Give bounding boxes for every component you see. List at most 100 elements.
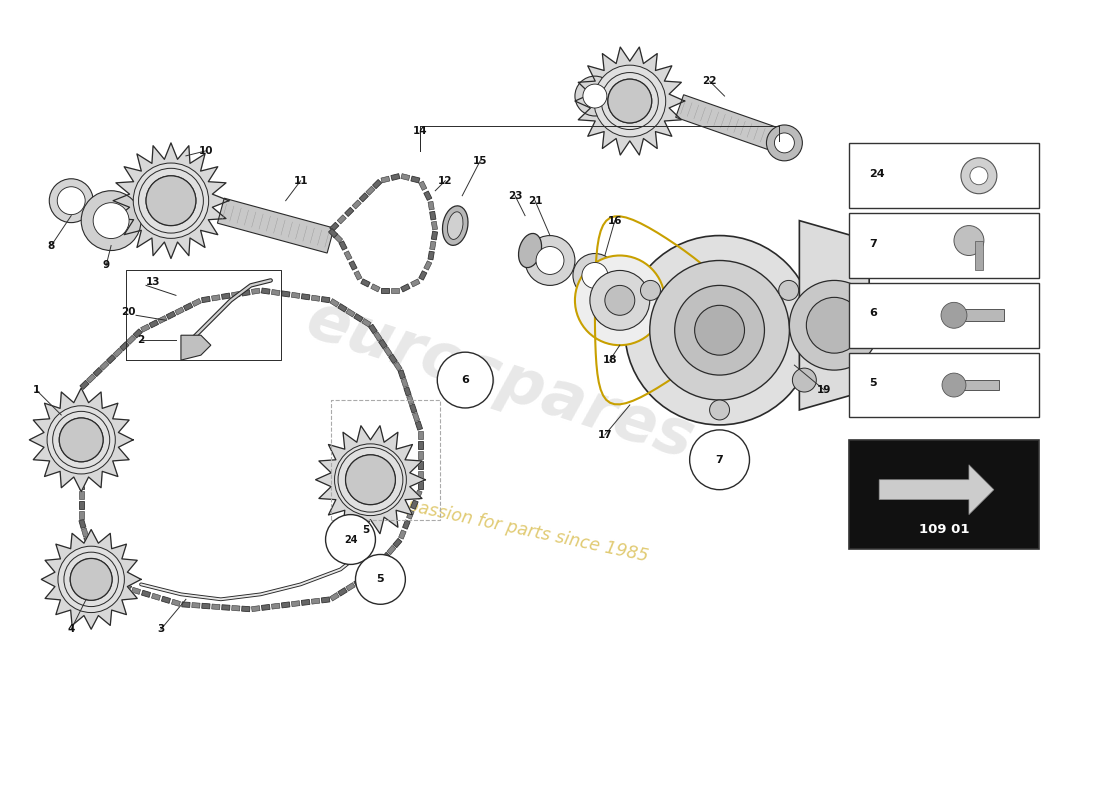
Polygon shape (79, 433, 84, 441)
Polygon shape (87, 546, 94, 554)
Polygon shape (400, 174, 410, 181)
Polygon shape (407, 510, 415, 519)
Polygon shape (407, 395, 414, 405)
Polygon shape (381, 176, 389, 183)
Polygon shape (311, 295, 320, 302)
Circle shape (640, 281, 660, 300)
Polygon shape (349, 261, 358, 270)
Polygon shape (387, 546, 396, 554)
Polygon shape (252, 288, 260, 294)
Text: 19: 19 (817, 385, 832, 395)
Polygon shape (381, 552, 389, 562)
Bar (849, 213, 1038, 278)
Text: 21: 21 (528, 196, 542, 206)
Circle shape (94, 202, 129, 238)
Text: 15: 15 (473, 156, 487, 166)
Circle shape (47, 406, 116, 474)
Text: 2: 2 (138, 335, 145, 346)
Polygon shape (142, 590, 151, 598)
Text: 4: 4 (67, 624, 75, 634)
Circle shape (674, 286, 764, 375)
Text: 11: 11 (294, 176, 308, 186)
Polygon shape (366, 186, 375, 195)
Circle shape (710, 400, 729, 420)
Polygon shape (191, 602, 200, 608)
Text: 22: 22 (702, 76, 717, 86)
Polygon shape (430, 241, 436, 250)
Polygon shape (419, 181, 427, 190)
Text: 7: 7 (869, 238, 877, 249)
Circle shape (536, 246, 564, 274)
Circle shape (81, 190, 141, 250)
Circle shape (582, 262, 608, 288)
Text: 24: 24 (869, 169, 884, 178)
Polygon shape (402, 378, 408, 387)
Circle shape (59, 418, 103, 462)
Bar (975, 241, 983, 270)
Polygon shape (79, 451, 84, 459)
Polygon shape (221, 293, 230, 299)
Text: 9: 9 (102, 261, 110, 270)
Circle shape (767, 125, 802, 161)
Polygon shape (79, 501, 84, 509)
Circle shape (650, 261, 790, 400)
Polygon shape (272, 603, 280, 609)
Polygon shape (329, 229, 338, 238)
Text: 109 01: 109 01 (918, 523, 969, 536)
Circle shape (806, 298, 862, 353)
Text: 1: 1 (33, 385, 40, 395)
Polygon shape (150, 320, 158, 328)
Polygon shape (107, 354, 116, 364)
Polygon shape (382, 288, 389, 293)
Polygon shape (361, 279, 371, 287)
Circle shape (942, 373, 966, 397)
Circle shape (608, 79, 651, 123)
Polygon shape (180, 335, 211, 360)
Polygon shape (157, 315, 167, 323)
Polygon shape (338, 303, 348, 312)
Polygon shape (79, 490, 84, 498)
Circle shape (50, 178, 94, 222)
Circle shape (146, 176, 196, 226)
Polygon shape (879, 465, 994, 514)
Polygon shape (301, 294, 310, 300)
Polygon shape (182, 602, 190, 607)
Circle shape (594, 65, 666, 137)
Polygon shape (191, 298, 201, 306)
Polygon shape (390, 174, 400, 181)
Polygon shape (301, 599, 310, 606)
Polygon shape (42, 530, 141, 630)
Circle shape (575, 255, 664, 345)
Text: 6: 6 (461, 375, 470, 385)
Polygon shape (419, 270, 427, 280)
Polygon shape (262, 605, 270, 610)
Polygon shape (424, 261, 432, 270)
Polygon shape (404, 387, 411, 396)
Polygon shape (424, 191, 432, 200)
Text: 8: 8 (47, 241, 55, 250)
Polygon shape (330, 593, 339, 601)
Polygon shape (282, 291, 290, 297)
Polygon shape (79, 442, 84, 450)
Polygon shape (338, 214, 346, 224)
Circle shape (345, 455, 395, 505)
Polygon shape (344, 251, 352, 260)
Text: 14: 14 (412, 126, 428, 136)
Text: 3: 3 (157, 624, 165, 634)
Text: 6: 6 (869, 308, 877, 318)
Polygon shape (398, 530, 406, 539)
Circle shape (58, 546, 124, 613)
Polygon shape (418, 481, 422, 489)
Polygon shape (79, 510, 84, 518)
Polygon shape (375, 559, 384, 569)
Polygon shape (120, 342, 129, 351)
Polygon shape (30, 388, 133, 492)
Circle shape (53, 411, 110, 468)
Polygon shape (378, 339, 387, 349)
Polygon shape (388, 354, 397, 363)
Polygon shape (412, 413, 420, 422)
Polygon shape (418, 470, 422, 478)
Polygon shape (430, 211, 436, 220)
Polygon shape (232, 606, 240, 611)
Text: 7: 7 (716, 454, 724, 465)
